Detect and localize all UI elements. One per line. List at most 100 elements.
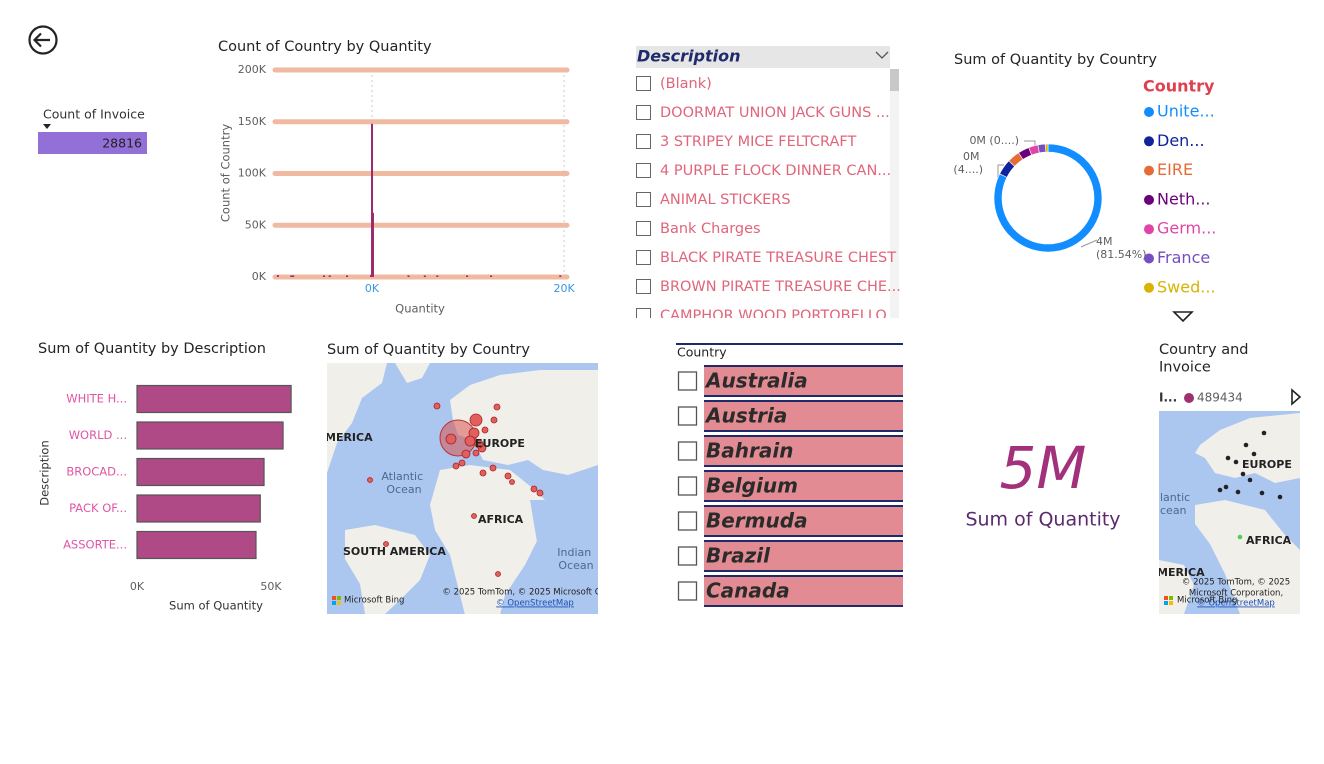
bar: [436, 275, 439, 277]
bar: [559, 275, 562, 277]
item-box: [704, 367, 903, 395]
map-attribution: © 2025 TomTom, © 2025: [1182, 578, 1290, 588]
y-tick-label: WORLD ...: [69, 428, 127, 442]
map-attribution: © OpenStreetMap: [496, 599, 574, 609]
map-label: SOUTH AMERICA: [343, 545, 446, 558]
bar: [322, 275, 325, 277]
legend-marker: [1144, 107, 1154, 117]
legend-label: Den...: [1157, 131, 1205, 150]
slicer-header[interactable]: [636, 46, 890, 68]
checkbox[interactable]: [636, 163, 651, 178]
card-value: 5M: [1000, 434, 1087, 502]
checkbox[interactable]: [636, 134, 651, 149]
slicer-items: Australia Austria Bahrain Belgium Bermuda Bra…: [677, 365, 903, 607]
map[interactable]: EUROPE AFRICA MERICA lantic cean © 2025 TomT…: [1157, 411, 1300, 614]
y-tick-label: WHITE H...: [66, 392, 127, 406]
slicer-title: Description: [637, 47, 740, 66]
y-tick-label: 0K: [252, 270, 267, 283]
legend-next[interactable]: [1291, 388, 1302, 406]
legend-label: France: [1157, 248, 1210, 267]
slicer-item: CAMPHOR WOOD PORTOBELLO: [660, 308, 887, 324]
bar: [290, 275, 293, 277]
map-label: AFRICA: [1246, 534, 1292, 547]
legend-marker: [1144, 136, 1154, 147]
item-box: [704, 402, 903, 430]
map-label: lantic cean: [1160, 491, 1194, 517]
slicer-items: (Blank) DOORMAT UNION JACK GUNS ... 3 STRI…: [636, 76, 901, 324]
x-tick-label: 20K: [554, 282, 576, 295]
checkbox[interactable]: [677, 406, 698, 426]
map-label: AFRICA: [478, 513, 524, 526]
legend-label: Swed...: [1157, 277, 1216, 296]
chart-title: Count of Country by Quantity: [218, 39, 432, 55]
slicer-item: Canada: [706, 579, 790, 603]
checkbox[interactable]: [636, 221, 651, 236]
map-attribution: Microsoft Corporation,: [1189, 589, 1283, 599]
card-bar: [38, 132, 147, 154]
chart-title: Sum of Quantity by Description: [38, 341, 266, 357]
y-axis-label: Count of Country: [219, 124, 233, 222]
slicer-item: BLACK PIRATE TREASURE CHEST: [660, 250, 896, 266]
item-box: [704, 542, 903, 570]
legend-marker: [1144, 224, 1154, 235]
map-label: MERICA: [1157, 566, 1205, 579]
legend-title: I...: [1159, 391, 1177, 405]
legend-marker: [1144, 282, 1154, 293]
legend-item: 489434: [1197, 391, 1243, 405]
scroll-down[interactable]: [1172, 311, 1194, 323]
legend-marker: [1144, 165, 1154, 176]
card-title: Count of Invoice: [43, 107, 145, 122]
map[interactable]: EUROPE AFRICA SOUTH AMERICA MERICA Atlantic …: [325, 363, 648, 635]
checkbox[interactable]: [636, 250, 651, 265]
checkbox[interactable]: [636, 308, 651, 323]
slicer-item: Belgium: [706, 474, 798, 498]
checkbox[interactable]: [677, 441, 698, 461]
checkbox[interactable]: [677, 511, 698, 531]
slicer-item: Austria: [704, 404, 787, 428]
slicer-item: (Blank): [660, 76, 712, 92]
slicer-item: BROWN PIRATE TREASURE CHE...: [660, 279, 901, 295]
donut-slice: [1045, 143, 1049, 153]
x-axis-label: Sum of Quantity: [169, 599, 263, 613]
checkbox[interactable]: [677, 476, 698, 496]
map-attribution: Microsoft Bing: [1177, 596, 1237, 606]
checkbox[interactable]: [636, 192, 651, 207]
checkbox[interactable]: [636, 105, 651, 120]
x-axis-label: Quantity: [395, 302, 445, 316]
checkbox[interactable]: [636, 279, 651, 294]
map-label: Atlantic Ocean: [381, 470, 426, 496]
bar: [407, 275, 410, 277]
back-button[interactable]: [28, 25, 58, 55]
scroll-thumb[interactable]: [890, 69, 899, 91]
checkbox[interactable]: [677, 371, 698, 391]
data-label: 0M (4....): [953, 150, 983, 176]
y-tick-label: 200K: [238, 63, 267, 76]
slicer-item: Brazil: [706, 544, 771, 568]
bar: [276, 275, 279, 277]
data-label: 4M (81.54%): [1096, 235, 1147, 261]
x-tick-label: 0K: [130, 580, 145, 593]
slicer-item: Bank Charges: [660, 221, 761, 237]
y-tick-label: 150K: [238, 115, 267, 128]
checkbox[interactable]: [636, 76, 651, 91]
bar: [136, 530, 257, 560]
bar: [466, 275, 469, 277]
chevron[interactable]: [875, 51, 889, 59]
slicer-item: 4 PURPLE FLOCK DINNER CAN...: [660, 163, 891, 179]
bar: [136, 384, 292, 414]
checkbox[interactable]: [677, 546, 698, 566]
map-label: Indian Ocean: [557, 546, 594, 572]
scrollbar[interactable]: [890, 69, 899, 318]
slicer-item: Bermuda: [706, 509, 808, 533]
map-title: Country and Invoice: [1159, 342, 1253, 375]
bar: [423, 275, 426, 277]
map-title: Sum of Quantity by Country: [327, 342, 530, 358]
legend-label: Germ...: [1157, 219, 1216, 238]
map-attribution: © OpenStreetMap: [1197, 599, 1275, 609]
card-label: Sum of Quantity: [965, 509, 1120, 531]
checkbox[interactable]: [677, 581, 698, 601]
y-tick-label: 100K: [238, 167, 267, 180]
bar: [136, 494, 261, 523]
bar: [371, 123, 374, 277]
legend-label: EIRE: [1157, 160, 1193, 179]
